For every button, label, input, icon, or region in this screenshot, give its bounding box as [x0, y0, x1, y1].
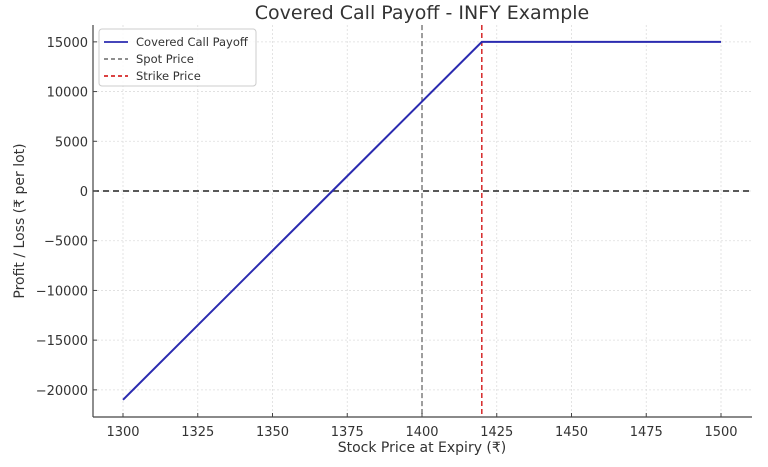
- chart-title: Covered Call Payoff - INFY Example: [255, 2, 589, 24]
- y-tick-label: 15000: [47, 36, 88, 51]
- x-tick-label: 1500: [704, 425, 737, 440]
- y-tick-label: 0: [80, 185, 88, 200]
- reference-lines: [93, 25, 752, 417]
- legend-box: [98, 28, 257, 87]
- y-tick-label: −10000: [36, 284, 88, 299]
- x-tick-label: 1475: [630, 425, 663, 440]
- y-tick-label: −5000: [44, 235, 88, 250]
- x-axis-label: Stock Price at Expiry (₹): [338, 440, 507, 456]
- x-tick-label: 1325: [181, 425, 214, 440]
- x-axis-ticks: 1300 1325 1350 1375 1400 1425 1450 1475 1500: [106, 413, 738, 440]
- x-tick-label: 1400: [405, 425, 438, 440]
- x-tick-label: 1375: [331, 425, 364, 440]
- y-tick-label: 10000: [47, 86, 88, 101]
- y-tick-label: −20000: [36, 384, 88, 399]
- legend: Covered Call Payoff Spot Price Strike Pric…: [98, 28, 257, 87]
- x-tick-label: 1450: [555, 425, 588, 440]
- payoff-line: [122, 40, 721, 401]
- legend-label: Spot Price: [136, 52, 194, 66]
- y-tick-label: −15000: [36, 334, 88, 349]
- y-axis-ticks: −20000 −15000 −10000 −5000 0 5000 10000 15000: [36, 36, 97, 399]
- payoff-series: [122, 40, 721, 401]
- y-tick-label: 5000: [55, 135, 88, 150]
- y-axis-label: Profit / Loss (₹ per lot): [12, 143, 28, 298]
- x-tick-label: 1300: [106, 425, 139, 440]
- legend-label: Covered Call Payoff: [136, 35, 249, 49]
- x-tick-label: 1350: [256, 425, 289, 440]
- x-tick-label: 1425: [480, 425, 513, 440]
- legend-label: Strike Price: [136, 69, 201, 83]
